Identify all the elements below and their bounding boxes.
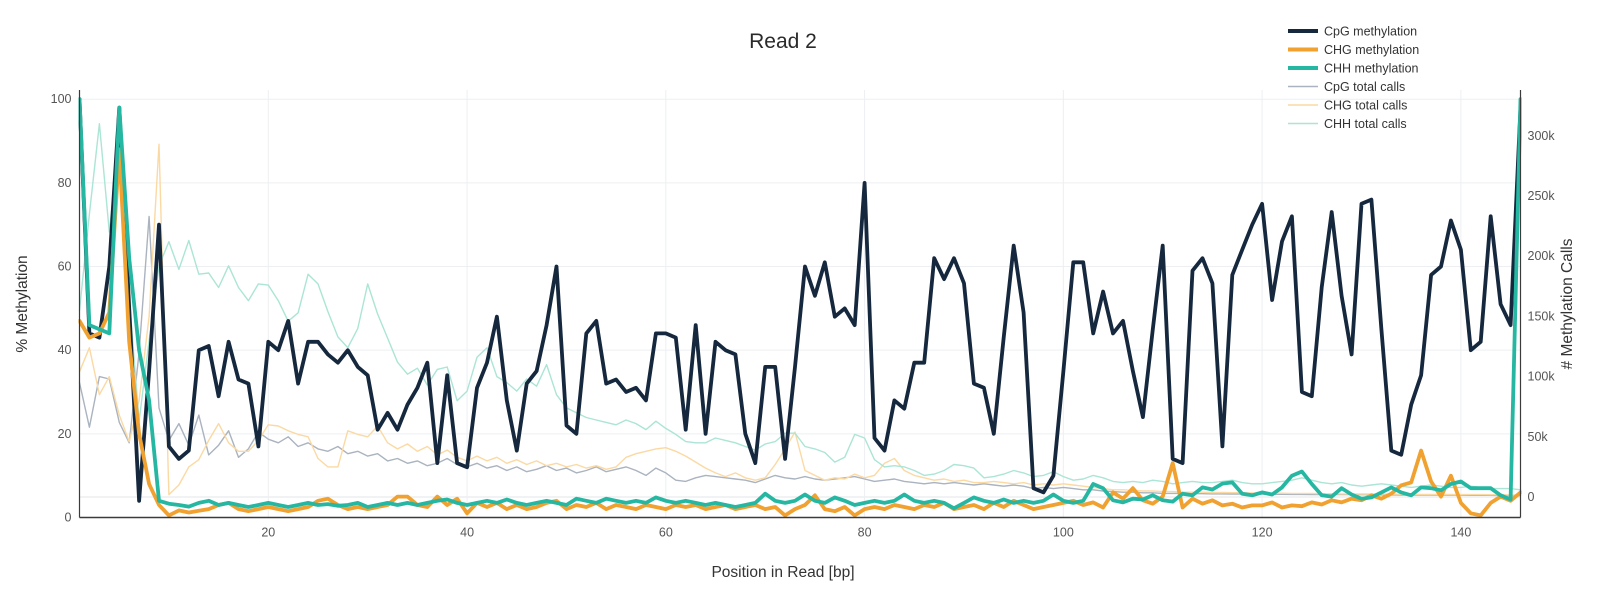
x-tick-label: 100: [1053, 526, 1074, 540]
y-axis-right-title: # Methylation Calls: [1559, 238, 1576, 369]
y-left-tick-label: 60: [58, 260, 72, 274]
y-left-tick-label: 40: [58, 343, 72, 357]
legend-label: CpG methylation: [1324, 25, 1417, 39]
y-right-tick-label: 150k: [1528, 309, 1556, 323]
legend-item-chh-methylation[interactable]: CHH methylation: [1288, 62, 1419, 76]
series-line-cpg-methylation: [78, 97, 1522, 503]
series-line-chg-total-calls: [78, 143, 1522, 496]
x-tick-label: 60: [659, 526, 673, 540]
legend-item-cpg-methylation[interactable]: CpG methylation: [1288, 25, 1417, 39]
y-right-tick-label: 250k: [1528, 189, 1556, 203]
series-line-cpg-total-calls: [78, 215, 1522, 497]
y-right-tick-label: 100k: [1528, 370, 1556, 384]
legend-label: CHH methylation: [1324, 62, 1419, 76]
legend-label: CpG total calls: [1324, 80, 1405, 94]
x-tick-label: 40: [460, 526, 474, 540]
y-left-tick-label: 100: [51, 92, 72, 106]
x-tick-label: 80: [858, 526, 872, 540]
y-left-tick-label: 80: [58, 176, 72, 190]
legend-item-cpg-total-calls[interactable]: CpG total calls: [1288, 80, 1405, 94]
data-lines: [78, 97, 1522, 518]
y-left-tick-label: 20: [58, 427, 72, 441]
x-tick-label: 140: [1450, 526, 1471, 540]
y-right-tick-label: 300k: [1528, 129, 1556, 143]
legend-label: CHH total calls: [1324, 117, 1407, 131]
legend-item-chh-total-calls[interactable]: CHH total calls: [1288, 117, 1407, 131]
legend-label: CHG total calls: [1324, 99, 1407, 113]
y-right-tick-label: 200k: [1528, 249, 1556, 263]
legend-item-chg-total-calls[interactable]: CHG total calls: [1288, 99, 1407, 113]
x-tick-label: 120: [1252, 526, 1273, 540]
y-left-tick-label: 0: [65, 511, 72, 525]
legend-label: CHG methylation: [1324, 43, 1419, 57]
y-right-tick-label: 50k: [1528, 430, 1549, 444]
series-line-chh-total-calls: [78, 122, 1522, 491]
x-tick-label: 20: [261, 526, 275, 540]
tick-labels: 0 20 40 60 80 100 0 50k 100k 150k 200k 250k 300k 20 40…: [51, 92, 1556, 539]
y-axis-left-title: % Methylation: [14, 255, 31, 352]
series-line-chg-methylation: [78, 147, 1522, 518]
chart-title: Read 2: [749, 30, 817, 53]
axes: [78, 90, 1522, 519]
x-axis-title: Position in Read [bp]: [711, 564, 854, 581]
series-line-chh-methylation: [78, 97, 1522, 511]
y-right-tick-label: 0: [1528, 490, 1535, 504]
legend: CpG methylation CHG methylation CHH methyl…: [1288, 25, 1419, 131]
legend-item-chg-methylation[interactable]: CHG methylation: [1288, 43, 1419, 57]
